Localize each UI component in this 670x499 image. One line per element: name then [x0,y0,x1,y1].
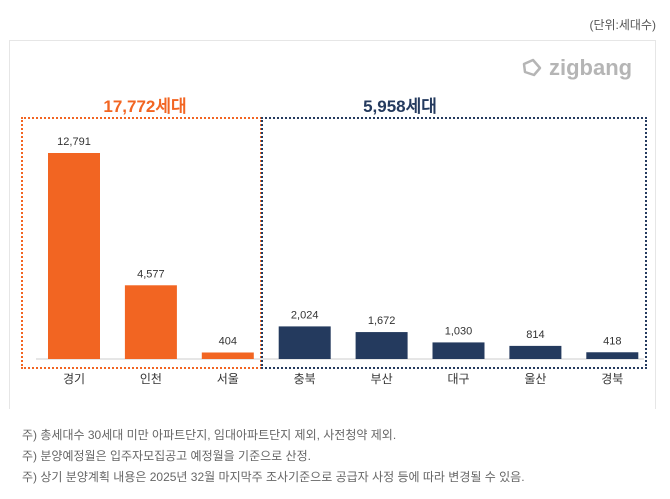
data-label: 418 [603,335,621,347]
bar-chart: 12,791 경기 4,577 인천 404 서울 2,024 충북 1,672 부산 1,030 대… [36,136,644,386]
category-label: 충북 [294,372,316,386]
data-label: 404 [219,335,237,347]
zigbang-logo-icon [522,58,542,77]
footnote: 주) 분양예정월은 입주자모집공고 예정월을 기준으로 산정. [22,449,311,463]
data-label: 2,024 [291,309,319,321]
category-label: 서울 [217,372,239,386]
bar [355,332,408,359]
footnotes: 주) 총세대수 30세대 미만 아파트단지, 임대아파트단지 제외, 사전청약 … [22,425,525,488]
logo-text: zigbang [549,55,633,80]
bar [509,345,562,359]
data-label: 814 [526,329,544,341]
footnote: 주) 총세대수 30세대 미만 아파트단지, 임대아파트단지 제외, 사전청약 … [22,428,397,442]
unit-label: (단위:세대수) [589,18,656,32]
zigbang-logo: zigbang [521,55,632,81]
category-label: 대구 [447,372,469,386]
bar [432,342,485,359]
bar [586,352,639,359]
bar [124,285,177,359]
data-label: 1,672 [368,315,396,327]
group-box-regional [261,117,647,369]
category-label: 울산 [524,372,546,386]
bar [48,153,100,359]
footnote: 주) 상기 분양계획 내용은 2025년 32월 마지막주 조사기준으로 공급자… [22,470,525,484]
group-title-regional: 5,958세대 [363,97,437,116]
chart-panel [9,40,656,409]
data-label: 12,791 [57,136,91,148]
data-label: 1,030 [445,325,473,337]
category-label: 인천 [140,371,162,386]
category-label: 경북 [601,372,623,386]
bar [201,352,254,359]
data-label: 4,577 [137,268,165,280]
bar [278,326,331,359]
group-title-capital: 17,772세대 [103,97,187,116]
category-label: 경기 [63,372,85,386]
category-label: 부산 [371,372,393,386]
